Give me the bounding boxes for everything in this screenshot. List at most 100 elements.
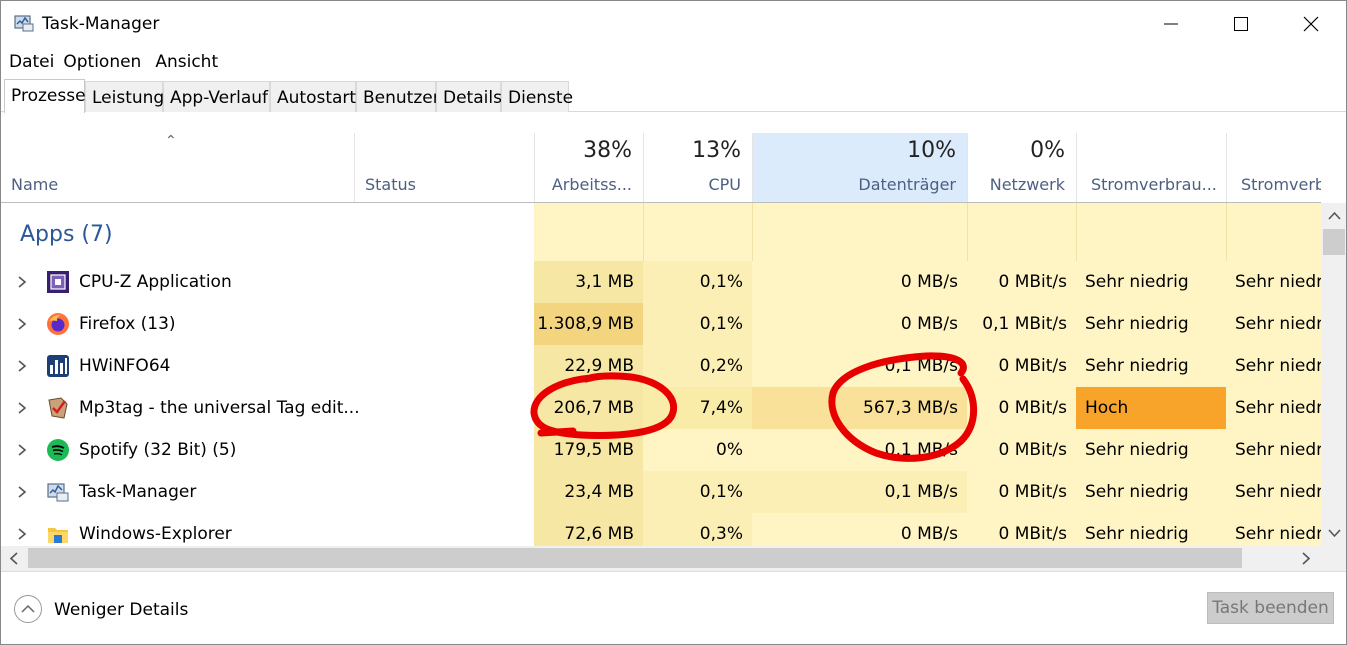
header-name[interactable]: ⌃ Name <box>1 133 354 202</box>
disk-value: 0,1 MB/s <box>752 471 967 513</box>
scroll-up-icon[interactable] <box>1328 211 1341 221</box>
tab-autostart[interactable]: Autostart <box>270 81 356 112</box>
chevron-up-icon <box>21 604 35 613</box>
header-power-trend[interactable]: Stromverbrau <box>1226 133 1321 202</box>
header-status[interactable]: Status <box>354 133 534 202</box>
header-power-label: Stromverbrau... <box>1091 175 1217 194</box>
header-power-trend-label: Stromverbrau <box>1241 175 1321 194</box>
memory-value: 23,4 MB <box>534 471 643 513</box>
menu-datei[interactable]: Datei <box>9 52 55 72</box>
group-title: Apps (7) <box>20 222 113 247</box>
cpu-z-icon <box>47 271 69 293</box>
power-trend-value: Sehr niedri <box>1226 513 1321 546</box>
minimize-button[interactable] <box>1136 1 1206 47</box>
header-power[interactable]: Stromverbrau... <box>1076 133 1226 202</box>
table-row[interactable]: Windows-Explorer 72,6 MB 0,3% 0 MB/s 0 M… <box>1 513 1321 546</box>
power-trend-value: Sehr niedri <box>1226 261 1321 303</box>
hwinfo-icon <box>47 355 69 377</box>
disk-value: 567,3 MB/s <box>752 387 967 429</box>
chevron-right-icon[interactable] <box>15 400 29 416</box>
mp3tag-icon <box>48 397 68 419</box>
table-row[interactable]: Spotify (32 Bit) (5) 179,5 MB 0% 0,1 MB/… <box>1 429 1321 471</box>
horizontal-scrollbar[interactable] <box>1 546 1321 571</box>
close-icon <box>1303 16 1319 32</box>
network-value: 0 MBit/s <box>967 471 1076 513</box>
power-value: Sehr niedrig <box>1076 429 1226 471</box>
fewer-details-button[interactable] <box>14 595 42 623</box>
power-value: Hoch <box>1076 387 1226 429</box>
header-name-label: Name <box>11 175 59 194</box>
menu-ansicht[interactable]: Ansicht <box>155 52 219 72</box>
scroll-left-icon[interactable] <box>9 552 19 565</box>
column-header: ⌃ Name Status 38% Arbeitss... 13% CPU 10… <box>1 133 1321 203</box>
header-cpu[interactable]: 13% CPU <box>643 133 752 202</box>
vertical-scrollbar[interactable] <box>1321 203 1346 546</box>
network-value: 0 MBit/s <box>967 387 1076 429</box>
chevron-right-icon[interactable] <box>15 316 29 332</box>
scroll-down-icon[interactable] <box>1328 528 1341 538</box>
header-cpu-percent: 13% <box>692 138 741 163</box>
tab-prozesse[interactable]: Prozesse <box>4 79 86 113</box>
window-title: Task-Manager <box>42 14 160 34</box>
header-memory[interactable]: 38% Arbeitss... <box>534 133 643 202</box>
vertical-scroll-thumb[interactable] <box>1323 229 1345 255</box>
maximize-button[interactable] <box>1206 1 1276 47</box>
chevron-right-icon[interactable] <box>15 358 29 374</box>
process-name: Windows-Explorer <box>79 524 232 544</box>
folder-icon <box>48 528 68 543</box>
power-value: Sehr niedrig <box>1076 471 1226 513</box>
maximize-icon <box>1234 17 1248 31</box>
cpu-value: 0,1% <box>643 303 752 345</box>
fewer-details-label[interactable]: Weniger Details <box>54 600 189 620</box>
tab-leistung[interactable]: Leistung <box>85 81 164 112</box>
menu-optionen[interactable]: Optionen <box>63 52 142 72</box>
power-trend-value: Sehr niedri <box>1226 471 1321 513</box>
task-manager-icon <box>47 483 69 502</box>
close-button[interactable] <box>1276 1 1346 47</box>
cpu-value: 7,4% <box>643 387 752 429</box>
memory-value: 1.308,9 MB <box>534 303 643 345</box>
table-row[interactable]: Firefox (13) 1.308,9 MB 0,1% 0 MB/s 0,1 … <box>1 303 1321 345</box>
end-task-button[interactable]: Task beenden <box>1207 592 1334 624</box>
table-row[interactable]: Task-Manager 23,4 MB 0,1% 0,1 MB/s 0 MBi… <box>1 471 1321 513</box>
process-name: Mp3tag - the universal Tag edit... <box>79 398 360 418</box>
scroll-right-icon[interactable] <box>1301 552 1311 565</box>
header-network[interactable]: 0% Netzwerk <box>967 133 1076 202</box>
horizontal-scroll-thumb[interactable] <box>28 548 1242 568</box>
group-header-apps[interactable]: Apps (7) <box>1 203 1321 261</box>
header-disk[interactable]: 10% Datenträger <box>752 133 967 202</box>
menu-bar: Datei Optionen Ansicht <box>1 49 230 75</box>
network-value: 0 MBit/s <box>967 429 1076 471</box>
header-memory-percent: 38% <box>583 138 632 163</box>
table-row[interactable]: CPU-Z Application 3,1 MB 0,1% 0 MB/s 0 M… <box>1 261 1321 303</box>
firefox-icon <box>47 313 69 335</box>
chevron-right-icon[interactable] <box>15 526 29 542</box>
table-row[interactable]: Mp3tag - the universal Tag edit... 206,7… <box>1 387 1321 429</box>
header-network-label: Netzwerk <box>989 175 1065 194</box>
network-value: 0 MBit/s <box>967 261 1076 303</box>
tab-benutzer[interactable]: Benutzer <box>356 81 440 112</box>
cpu-value: 0% <box>643 429 752 471</box>
tab-dienste[interactable]: Dienste <box>501 81 573 112</box>
process-name: CPU-Z Application <box>79 272 232 292</box>
network-value: 0 MBit/s <box>967 345 1076 387</box>
memory-value: 3,1 MB <box>534 261 643 303</box>
tab-bar: Prozesse Leistung App-Verlauf Autostart … <box>1 77 1346 113</box>
spotify-icon <box>47 439 69 461</box>
chevron-right-icon[interactable] <box>15 274 29 290</box>
power-trend-value: Sehr niedri <box>1226 345 1321 387</box>
tab-app-verlauf[interactable]: App-Verlauf <box>163 81 270 112</box>
header-status-label: Status <box>365 175 416 194</box>
disk-value: 0 MB/s <box>752 261 967 303</box>
table-row[interactable]: HWiNFO64 22,9 MB 0,2% 0,1 MB/s 0 MBit/s … <box>1 345 1321 387</box>
power-trend-value: Sehr niedri <box>1226 303 1321 345</box>
cpu-value: 0,3% <box>643 513 752 546</box>
tab-details[interactable]: Details <box>436 81 502 112</box>
header-network-percent: 0% <box>1030 138 1065 163</box>
chevron-right-icon[interactable] <box>15 442 29 458</box>
process-name: Task-Manager <box>79 482 197 502</box>
disk-value: 0,1 MB/s <box>752 345 967 387</box>
chevron-right-icon[interactable] <box>15 484 29 500</box>
disk-value: 0 MB/s <box>752 513 967 546</box>
